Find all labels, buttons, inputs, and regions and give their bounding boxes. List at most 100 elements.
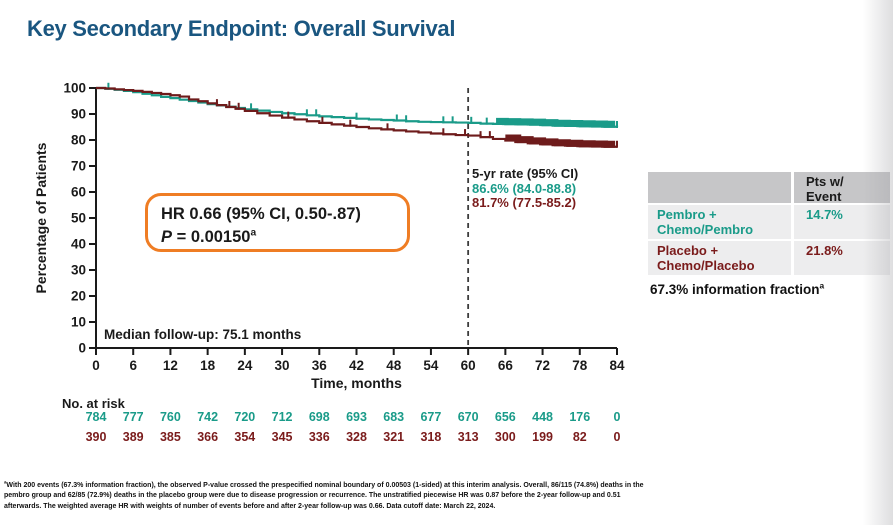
risk-count: 328 <box>346 430 367 444</box>
risk-count: 321 <box>383 430 405 444</box>
risk-count: 354 <box>234 430 256 444</box>
median-followup-note: Median follow-up: 75.1 months <box>104 327 302 342</box>
five-year-rate-pembro: 86.6% (84.0-88.8) <box>472 180 577 196</box>
censor-band-pembro <box>496 117 616 128</box>
x-tick-label: 66 <box>498 358 514 373</box>
screen-edge-shading <box>863 0 893 525</box>
risk-count: 448 <box>532 410 553 424</box>
y-tick-label: 30 <box>71 263 86 278</box>
y-tick-label: 60 <box>71 185 86 200</box>
events-table-row-pembro: Pembro + Chemo/Pembro 14.7% <box>648 205 890 239</box>
x-tick-label: 6 <box>129 358 137 373</box>
risk-count: 385 <box>159 430 181 444</box>
page-title: Key Secondary Endpoint: Overall Survival <box>27 16 456 41</box>
information-fraction-text: 67.3% information fraction <box>650 282 820 297</box>
p-symbol: P <box>161 228 173 246</box>
risk-count: 390 <box>85 430 107 444</box>
x-tick-label: 18 <box>200 358 216 373</box>
five-year-rate-placebo: 81.7% (77.5-85.2) <box>472 195 577 210</box>
risk-count: 670 <box>457 410 479 424</box>
y-tick-label: 80 <box>71 133 86 148</box>
pembro-arm-line1: Pembro + <box>657 207 717 222</box>
x-tick-label: 78 <box>572 358 588 373</box>
risk-count: 389 <box>122 430 144 444</box>
risk-count: 366 <box>197 430 219 444</box>
risk-count: 777 <box>122 410 144 424</box>
x-tick-label: 84 <box>609 358 625 373</box>
y-tick-label: 50 <box>71 211 86 226</box>
y-tick-label: 20 <box>71 289 86 304</box>
hazard-ratio-callout: HR 0.66 (95% CI, 0.50-.87) P = 0.00150a <box>145 193 410 252</box>
pembro-event-rate: 14.7% <box>794 205 890 239</box>
risk-count: 656 <box>494 410 516 424</box>
y-tick-label: 40 <box>71 237 86 252</box>
x-tick-label: 48 <box>386 358 402 373</box>
pembro-arm-label: Pembro + Chemo/Pembro <box>648 205 791 239</box>
x-axis-title: Time, months <box>311 375 402 391</box>
placebo-arm-line2: Chemo/Placebo <box>657 258 755 273</box>
footnote-marker: a <box>4 479 7 485</box>
x-tick-label: 12 <box>163 358 178 373</box>
risk-count: 0 <box>613 410 621 424</box>
events-table-header-cell: Pts w/ Event <box>794 172 890 204</box>
footnote-marker: a <box>250 227 257 239</box>
x-tick-label: 36 <box>312 358 328 373</box>
risk-count: 742 <box>197 410 219 424</box>
y-tick-label: 0 <box>78 341 86 356</box>
events-table-header-row: Pts w/ Event <box>648 172 890 204</box>
pembro-arm-line2: Chemo/Pembro <box>657 222 754 237</box>
events-table: Pts w/ Event Pembro + Chemo/Pembro 14.7%… <box>648 172 890 277</box>
placebo-arm-label: Placebo + Chemo/Placebo <box>648 241 791 275</box>
risk-count: 712 <box>271 410 293 424</box>
footnote: aWith 200 events (67.3% information frac… <box>4 479 656 512</box>
risk-count: 199 <box>532 430 553 444</box>
risk-row-placebo: 390 389 385 366 354 345 336 328 321 318 313 300 199 8… <box>0 430 660 446</box>
p-value-line: P = 0.00150a <box>161 226 401 249</box>
y-tick-label: 10 <box>71 315 86 330</box>
risk-count: 677 <box>420 410 442 424</box>
risk-count: 0 <box>613 430 621 444</box>
events-table-header-empty-cell <box>648 172 791 203</box>
risk-count: 760 <box>159 410 181 424</box>
risk-count: 336 <box>308 430 330 444</box>
risk-count: 313 <box>457 430 479 444</box>
risk-count: 345 <box>271 430 293 444</box>
censor-band-placebo <box>505 134 616 148</box>
risk-count: 300 <box>494 430 516 444</box>
risk-count: 82 <box>572 430 587 444</box>
placebo-event-rate: 21.8% <box>794 241 890 275</box>
x-tick-label: 60 <box>461 358 476 373</box>
risk-row-pembro: 784 777 760 742 720 712 698 693 683 677 670 656 448 1… <box>0 410 660 426</box>
placebo-arm-line1: Placebo + <box>657 243 719 258</box>
risk-count: 720 <box>234 410 256 424</box>
y-tick-label: 100 <box>63 81 86 96</box>
five-year-rate-block: 5-yr rate (95% CI) 86.6% (84.0-88.8) 81.… <box>472 166 579 211</box>
y-tick-label: 70 <box>71 159 86 174</box>
p-value: = 0.00150 <box>172 228 251 246</box>
information-fraction-note: 67.3% information fractiona <box>650 280 825 297</box>
five-year-rate-title: 5-yr rate (95% CI) <box>472 166 579 181</box>
hr-line: HR 0.66 (95% CI, 0.50-.87) <box>161 205 361 223</box>
x-tick-label: 24 <box>237 358 253 373</box>
risk-count: 318 <box>420 430 442 444</box>
risk-count: 176 <box>569 410 591 424</box>
risk-count: 683 <box>383 410 405 424</box>
x-tick-label: 30 <box>275 358 290 373</box>
km-survival-chart: 0 6 12 18 24 30 36 42 48 54 60 66 72 78 84 0 10 20 30 40 50 6… <box>33 81 625 392</box>
y-axis-title: Percentage of Patients <box>33 142 49 293</box>
x-tick-label: 54 <box>423 358 439 373</box>
x-tick-label: 0 <box>92 358 100 373</box>
events-table-row-placebo: Placebo + Chemo/Placebo 21.8% <box>648 241 890 275</box>
no-at-risk-label: No. at risk <box>62 396 125 411</box>
risk-count: 784 <box>85 410 107 424</box>
x-tick-label: 42 <box>349 358 364 373</box>
risk-count: 698 <box>308 410 330 424</box>
footnote-marker: a <box>819 280 825 291</box>
y-tick-label: 90 <box>71 107 86 122</box>
events-header-line2: Event <box>806 189 842 204</box>
footnote-text: With 200 events (67.3% information fract… <box>4 482 644 510</box>
events-header-line1: Pts w/ <box>806 174 844 189</box>
risk-count: 693 <box>346 410 367 424</box>
x-tick-label: 72 <box>535 358 550 373</box>
